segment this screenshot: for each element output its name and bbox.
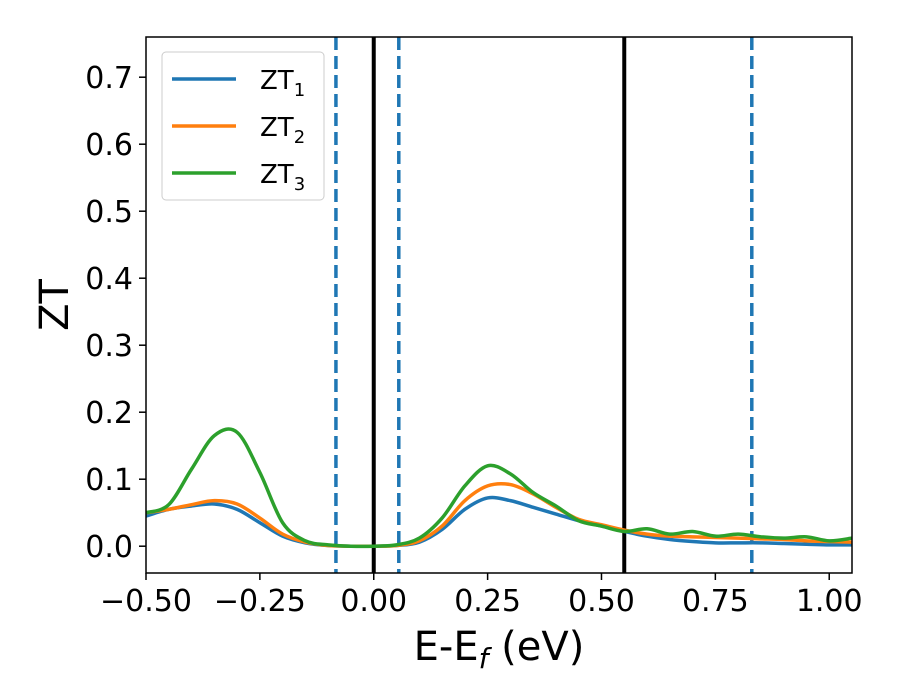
legend-label-text: ZT [260,113,294,143]
x-tick-label: −0.25 [214,584,306,619]
legend-label-text: ZT [260,160,294,190]
y-tick-label: 0.3 [85,329,133,364]
y-tick-label: 0.5 [85,195,133,230]
legend-label-zt2: ZT2 [260,113,305,148]
x-axis-label: E-Ef (eV) [414,624,585,675]
legend-label-subscript: 3 [294,174,305,195]
y-axis-ticks: 0.0 0.1 0.2 0.3 0.4 0.5 0.6 0.7 [85,61,146,565]
series-line-zt3 [146,427,852,549]
x-axis-label-unit: (eV) [488,624,584,670]
legend-label-subscript: 1 [294,80,305,101]
y-tick-label: 0.2 [85,396,133,431]
plot-frame [145,36,853,574]
legend-label-zt1: ZT1 [260,66,305,101]
y-axis-label: ZT [32,279,78,331]
y-tick-label: 0.0 [85,530,133,565]
legend-label-text: ZT [260,66,294,96]
series-line-zt1 [146,495,852,549]
x-tick-label: 0.00 [340,584,407,619]
legend-box [161,51,325,201]
vertical-reference-lines [334,37,754,573]
y-tick-label: 0.4 [85,262,133,297]
y-tick-label: 0.7 [85,61,133,96]
x-tick-label: 0.75 [682,584,749,619]
y-tick-label: 0.6 [85,128,133,163]
x-axis-label-main: E-E [414,624,479,670]
legend-label-zt3: ZT3 [260,160,305,195]
x-tick-label: −0.50 [100,584,192,619]
x-tick-label: 1.00 [796,584,863,619]
legend-label-subscript: 2 [294,127,305,148]
series-lines [146,427,852,549]
x-axis-ticks: −0.50 −0.25 0.00 0.25 0.50 0.75 1.00 [100,573,863,619]
x-tick-label: 0.50 [568,584,635,619]
y-tick-label: 0.1 [85,463,133,498]
series-line-zt2 [146,481,852,549]
x-tick-label: 0.25 [454,584,521,619]
